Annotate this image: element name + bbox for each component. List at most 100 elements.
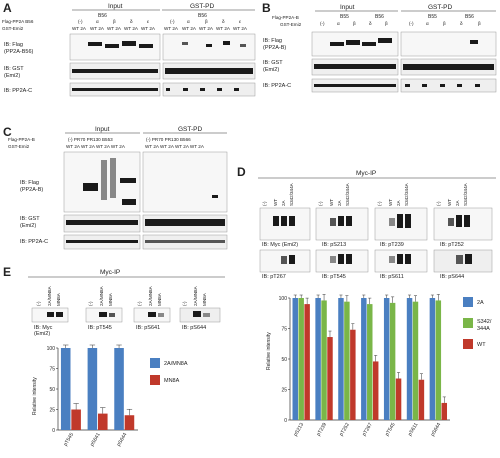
lane-label: S342/344A [289,182,294,206]
panel-e-label: E [3,265,11,279]
y-tick-label: 50 [281,357,287,363]
x-tick-label-group: pS611 [407,422,419,437]
bar [383,298,390,420]
wt2a-label: WT 2A [124,26,139,31]
bar [98,413,108,430]
panel-d-label: D [237,165,246,179]
panel-a-blot3-label: IB: PP2A-C [4,88,32,94]
panel-e: E Myc-IP (-) 2A/MN8A MN8A (-) 2A/MN8A MN… [3,265,225,448]
lane-label: (-) [409,21,414,26]
bar [412,301,419,420]
panel-d-blot-label: IB: Myc (Emi2) [262,242,298,248]
y-tick-label: 0 [284,418,287,424]
y-tick-label: 25 [281,387,287,393]
panel-d-ylabel: Relative intensity [266,332,272,370]
panel-a-blot2-band [165,68,253,74]
x-tick-label-group: pS641 [89,432,102,448]
bar [327,337,333,420]
panel-e-legend: 2A/MN8A MN8A [150,358,188,385]
x-tick-label-group: pT239 [316,422,328,437]
x-tick-label-group: pT545 [63,432,75,447]
panel-a-blot3-gst-bands [166,88,239,91]
panel-b-label: B [262,1,271,15]
panel-b-blot3-gstpd [400,78,497,93]
legend-label-2amn8a: 2A/MN8A [164,361,188,367]
y-tick-label: 0 [52,428,55,434]
lane-label: WT [388,199,393,206]
lane-label: MN8A [157,292,162,306]
wt2a-label: WT 2A [107,26,122,31]
bar [298,298,304,420]
bar [114,348,124,430]
panel-e-lane-headers: (-) 2A/MN8A MN8A (-) 2A/MN8A MN8A (-) 2A… [36,285,207,306]
panel-c-blot2-band [66,220,138,225]
panel-e-blot-sub: (Emi2) [34,331,50,337]
y-tick-label: 75 [49,366,55,372]
lane-label: (-) [88,301,93,306]
lane-label: α [426,21,429,26]
lane-label: (-) [170,19,175,24]
panel-b-blot1-label: IB: Flag [263,38,282,44]
lane-label: (-) [436,201,441,206]
lane-label: α [337,21,340,26]
panel-b-blot3-gst-bands [405,84,480,87]
panel-d-bar-chart: 0 25 50 75 100 pS213 pT239 pT252 pT267 pT545 pS611… [279,294,450,438]
panel-b-b55-r: B55 [428,14,437,20]
panel-b-blot2-label: IB: GST [263,60,283,66]
lane-label: 2A [337,199,342,206]
wt2a-label: WT 2A [233,26,248,31]
lane-label: 2A [396,199,401,206]
legend-swatch-2amn8a [150,358,160,368]
x-tick-label: pS641 [89,432,102,448]
panel-d-blot-label: IB: pT267 [262,274,286,280]
lane-label: β [353,21,356,26]
lane-label: (-) [36,301,41,306]
panel-b-gstpd-title: GST-PD [428,4,453,11]
bar [389,302,396,420]
bar [60,348,71,430]
y-tick-label: 50 [49,387,55,393]
panel-b-blot3-label: IB: PP2A-C [263,83,291,89]
panel-c-gstpd-title: GST-PD [178,126,203,133]
panel-c-blot2-band [145,219,225,226]
panel-c-blot1-gstpd [142,151,228,213]
wt2a-label: WT 2A [199,26,214,31]
lane-label: MN8A [202,292,207,306]
wt2a-label: WT 2A [164,26,179,31]
lane-label: MN8A [56,292,61,306]
lane-label: S342/344A [463,182,468,206]
x-tick-label: pS611 [407,422,419,437]
panel-b-blot1-bands [330,38,478,46]
bar [418,379,425,420]
lane-label: (-) [182,301,187,306]
lane-label: (-) [318,201,323,206]
panel-e-blot-label: IB: pS644 [182,325,206,331]
panel-b-blot3-band [314,84,396,87]
lane-label: (-) [320,21,325,26]
panel-a-b56-right: B56 [198,13,207,19]
x-tick-label: pT252 [339,422,351,437]
bar [315,298,321,420]
panel-a-blot3-band [72,88,158,91]
panel-d-blot-label: IB: pS213 [322,242,346,248]
panel-c-blot2-label: IB: GST [20,216,40,222]
lane-label: 2A/MN8A [47,285,52,306]
panel-a-blot1-label: IB: Flag [4,42,23,48]
panel-c-lanes-input: (-) PR70 PR130 B553 [68,137,113,142]
bar [367,304,373,420]
lane-label: δ [369,21,372,26]
x-tick-label: pS644 [116,432,129,448]
y-tick-label: 100 [47,346,56,352]
lane-label: WT [273,199,278,206]
lane-label: WT [447,199,452,206]
panel-b-b56: B56 [375,14,384,20]
panel-d-top-bands [273,214,470,228]
panel-b-row-flag: Flag-PP2A-B [272,15,299,20]
panel-c-lanes-gst: (-) PR70 PR130 B566 [146,137,191,142]
panel-e-title: Myc-IP [100,269,120,276]
wt2a-label: WT 2A [141,26,156,31]
panel-a-blot2-sub: (Emi2) [4,73,20,79]
lane-label: α [96,19,99,24]
bar [361,298,367,420]
panel-a-blot2-label: IB: GST [4,66,24,72]
